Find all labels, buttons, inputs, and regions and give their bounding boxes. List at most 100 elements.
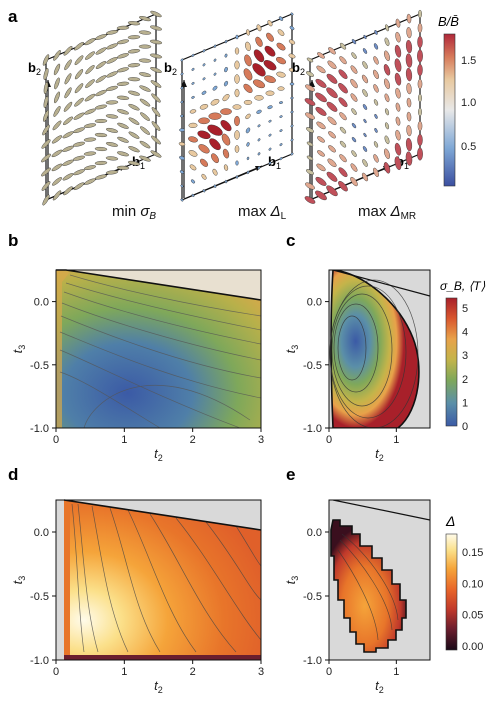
lattice-site	[264, 75, 276, 83]
cbar-bot	[445, 533, 458, 651]
lattice-site	[362, 104, 368, 110]
x-axis-label: t2	[375, 678, 384, 695]
lattice-site	[151, 135, 161, 145]
lattice-site	[43, 67, 49, 81]
lattice-site	[116, 39, 130, 45]
lattice-site	[234, 145, 240, 153]
cbar-mid-tick: 3	[462, 350, 468, 362]
lattice-site	[245, 41, 251, 52]
y-tick-label: 0.0	[34, 297, 49, 309]
lattice-site	[395, 87, 401, 99]
lattice-site	[306, 57, 314, 63]
lattice-site	[276, 42, 286, 51]
lattice-site	[41, 181, 51, 191]
lattice-site	[105, 30, 119, 35]
lattice-site	[213, 58, 217, 62]
x-tick-label: 1	[393, 434, 399, 446]
x-tick-label: 1	[393, 666, 399, 678]
lattice-site	[189, 109, 197, 114]
lattice-site	[83, 165, 97, 170]
lattice-site	[95, 89, 107, 97]
lattice-site	[51, 149, 63, 158]
lattice-site	[94, 132, 108, 138]
lattice-site	[43, 95, 49, 109]
lattice-site	[128, 146, 140, 153]
lattice-site	[290, 124, 294, 128]
lattice-site	[327, 116, 337, 126]
vector-b2-label: b2	[28, 60, 41, 77]
lattice-site	[395, 116, 401, 126]
lattice-site	[339, 154, 347, 163]
lattice-site	[351, 52, 357, 59]
lattice-site	[406, 124, 412, 137]
lattice-site	[190, 179, 196, 184]
lattice-site	[253, 49, 265, 63]
panel-label-d: d	[8, 465, 18, 484]
lattice-site	[128, 117, 140, 125]
cbar-mid-tick: 4	[462, 327, 468, 339]
lattice-site	[257, 124, 261, 128]
lattice-site	[384, 37, 390, 47]
lattice-site	[374, 127, 378, 133]
lattice-site	[138, 16, 152, 22]
lattice-site	[406, 97, 412, 108]
lattice-site	[315, 92, 327, 103]
lattice-site	[42, 124, 50, 136]
x-tick-label: 1	[121, 666, 127, 678]
caption-max-delta-mr: max ΔMR	[358, 203, 416, 222]
lattice-site	[117, 53, 129, 59]
lattice-site	[51, 163, 63, 172]
lattice-site	[234, 88, 240, 98]
lattice-site	[127, 21, 141, 26]
lattice-site	[62, 159, 74, 166]
caption-max-delta-l: max ΔL	[238, 203, 287, 222]
lattice-site	[373, 154, 379, 163]
lattice-site	[127, 63, 141, 68]
lattice-site	[279, 157, 283, 161]
y-tick-label: 0.0	[307, 297, 322, 309]
y-tick-label: -0.5	[303, 591, 322, 603]
lattice-site	[384, 50, 390, 62]
y-tick-label: -0.5	[30, 591, 49, 603]
y-tick-label: -0.5	[303, 360, 322, 372]
lattice-site	[405, 39, 413, 54]
lattice-site	[246, 156, 250, 161]
lattice-site	[278, 16, 284, 21]
lattice-site	[373, 69, 379, 80]
lattice-site	[328, 131, 336, 139]
lattice-site	[222, 148, 230, 159]
lattice-site	[224, 179, 228, 184]
vector-b2-label: b2	[292, 60, 305, 77]
lattice-site	[304, 98, 316, 106]
lattice-site	[180, 184, 184, 188]
lattice-site	[326, 101, 338, 112]
lattice-site	[362, 146, 368, 152]
x-tick-label: 0	[53, 434, 59, 446]
y-tick-label: -1.0	[303, 655, 322, 667]
lattice-site	[374, 29, 378, 35]
lattice-site	[362, 89, 368, 97]
lattice-site	[213, 44, 217, 48]
lattice-site	[288, 53, 296, 59]
lattice-site	[395, 102, 401, 112]
lattice-site	[316, 121, 326, 130]
lattice-site	[128, 131, 140, 139]
lattice-site	[85, 79, 95, 88]
lattice-site	[328, 47, 336, 55]
lattice-site	[243, 99, 253, 105]
lattice-site	[394, 44, 402, 58]
lattice-site	[305, 182, 315, 190]
panel-label-b: b	[8, 231, 18, 250]
x-tick-label: 1	[121, 434, 127, 446]
lattice-site	[279, 129, 283, 133]
heatmap-d	[55, 499, 262, 661]
lattice-site	[151, 107, 161, 117]
cbar-top	[443, 33, 456, 187]
x-axis-label: t2	[154, 678, 163, 695]
lattice-site	[197, 130, 211, 140]
lattice-site	[208, 112, 222, 120]
lattice-site	[127, 90, 141, 96]
x-tick-label: 0	[326, 434, 332, 446]
